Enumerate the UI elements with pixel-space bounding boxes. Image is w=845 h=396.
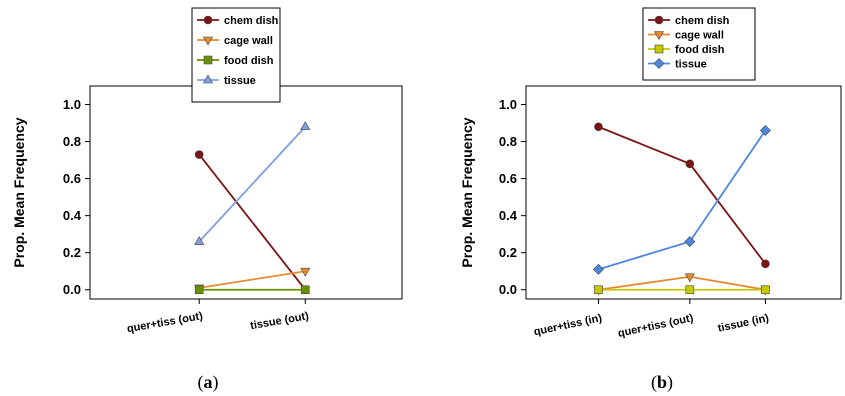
data-point-food-dish (685, 285, 695, 295)
legend-label-food-dish: food dish (675, 44, 725, 56)
series-line-tissue (198, 126, 306, 243)
series-line-chem-dish (198, 153, 306, 291)
x-tick-label: quer+tiss (out) (617, 312, 695, 340)
legend-marker-cage-wall (202, 36, 214, 46)
data-point-food-dish (594, 285, 603, 295)
data-point-tissue (684, 236, 696, 248)
legend-label-food-dish: food dish (224, 55, 274, 67)
data-point-chem-dish (194, 150, 204, 159)
x-tick-label: tissue (in) (717, 312, 771, 335)
legend-label-cage-wall: cage wall (224, 35, 273, 47)
y-tick-label: 0.2 (499, 245, 517, 260)
panel-label: (a) (198, 372, 219, 393)
data-point-food-dish (300, 285, 310, 295)
legend-marker-chem-dish (654, 15, 664, 25)
series-line-cage-wall (199, 270, 306, 289)
legend-marker-food-dish (654, 44, 664, 54)
x-tick-label: quer+tiss (in) (533, 312, 604, 338)
y-tick-label: 1.0 (499, 97, 517, 112)
y-tick-label: 0.4 (63, 208, 82, 223)
legend-label-cage-wall: cage wall (675, 30, 724, 42)
data-point-tissue (300, 121, 311, 131)
data-point-cage-wall (684, 273, 695, 283)
y-axis-label: Prop. Mean Frequency (11, 117, 27, 267)
legend-label-chem-dish: chem dish (675, 15, 730, 27)
y-tick-label: 0.0 (63, 282, 81, 297)
y-tick-label: 1.0 (63, 97, 81, 112)
x-tick-label: quer+tiss (out) (126, 310, 204, 335)
chart-panel-b: 0.0 0.2 0.4 0.6 0.8 1.0 quer+tiss (in) quer+tis… (459, 7, 842, 393)
panel-label: (b) (651, 372, 673, 393)
y-axis-label: Prop. Mean Frequency (459, 117, 475, 267)
data-point-tissue (759, 125, 771, 136)
data-point-chem-dish (685, 159, 695, 169)
data-point-food-dish (761, 285, 770, 295)
legend: chem dish cage wall food dish tissue (191, 7, 281, 103)
legend-marker-food-dish (203, 55, 213, 65)
legend-marker-tissue (202, 74, 214, 84)
y-tick-label: 0.8 (63, 134, 81, 149)
plot-frame (525, 85, 842, 300)
y-tick-label: 0.0 (499, 282, 517, 297)
data-point-chem-dish (761, 259, 770, 269)
legend-label-chem-dish: chem dish (224, 15, 279, 27)
series-line-cage-wall (598, 275, 766, 291)
series-line-tissue (598, 129, 767, 271)
legend-marker-tissue (653, 58, 665, 69)
y-tick-label: 0.8 (499, 134, 517, 149)
y-tick-label: 0.4 (499, 208, 518, 223)
data-point-cage-wall (300, 267, 311, 277)
x-tick-label: tissue (out) (249, 310, 310, 332)
data-point-tissue (593, 263, 604, 275)
data-point-food-dish (194, 285, 204, 295)
legend-label-tissue: tissue (675, 59, 707, 71)
plot-frame (89, 85, 403, 300)
y-tick-label: 0.6 (63, 171, 81, 186)
legend: chem dish cage wall food dish tissue (642, 7, 756, 81)
chart-panel-a: 0.0 0.2 0.4 0.6 0.8 1.0 quer+tiss (out) tissue … (11, 7, 403, 393)
legend-marker-chem-dish (203, 15, 213, 25)
y-tick-label: 0.6 (499, 171, 517, 186)
y-tick-label: 0.2 (63, 245, 81, 260)
data-point-tissue (194, 235, 205, 245)
data-point-chem-dish (594, 122, 603, 132)
legend-label-tissue: tissue (224, 75, 256, 87)
legend-marker-cage-wall (653, 31, 665, 41)
